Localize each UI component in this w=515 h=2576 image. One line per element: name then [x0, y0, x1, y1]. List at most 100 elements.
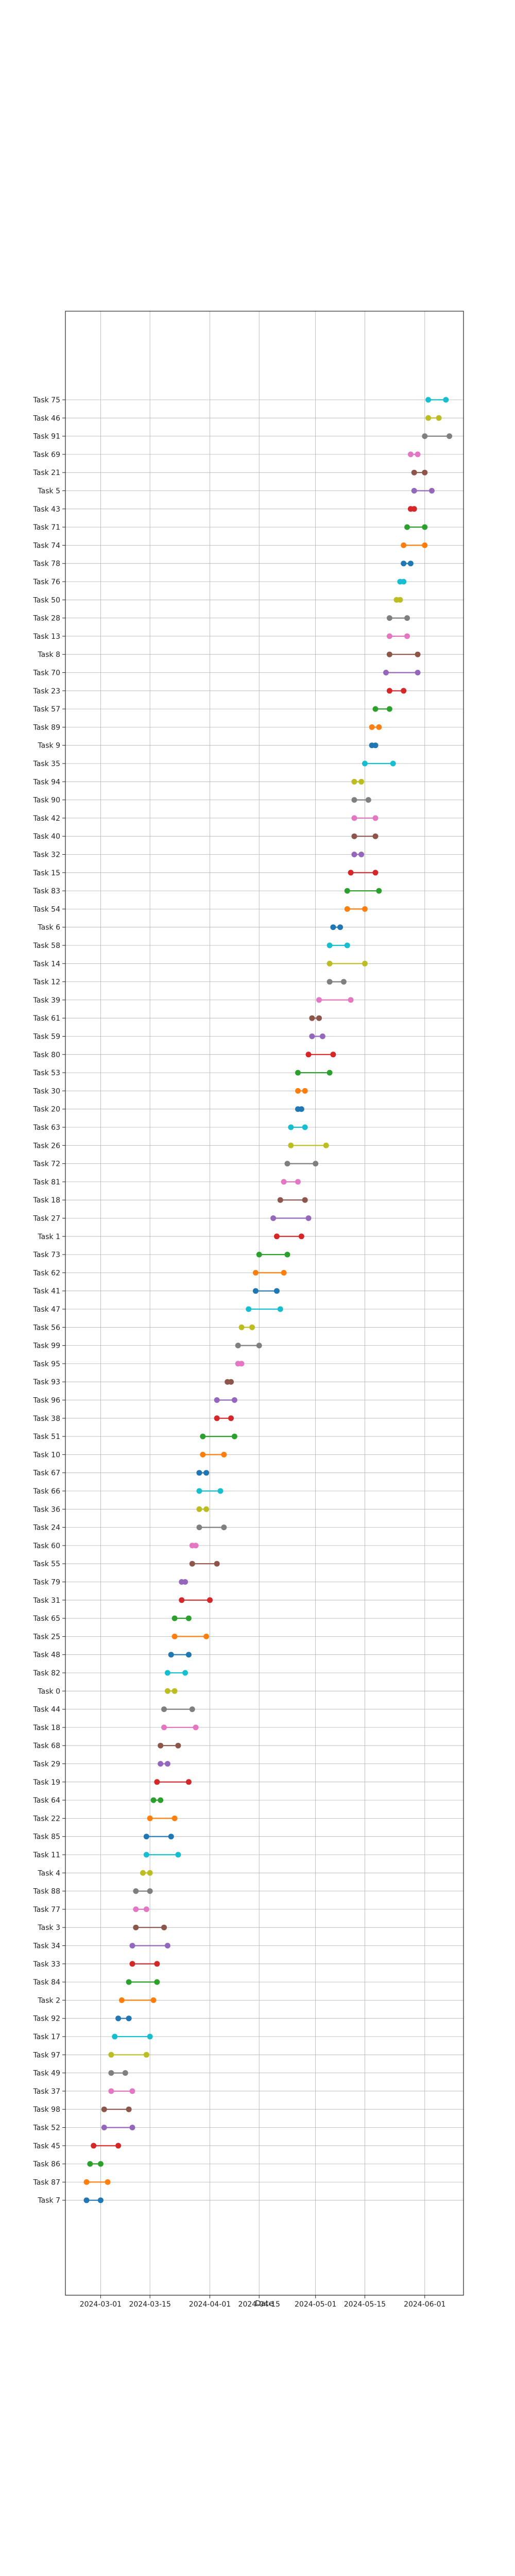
start-point [118, 1997, 125, 2003]
end-point [193, 1543, 199, 1549]
end-point [323, 1142, 329, 1148]
start-point [196, 1470, 202, 1476]
y-tick-label: Task 76 [33, 578, 61, 586]
y-tick-label: Task 97 [33, 2051, 60, 2059]
y-tick-label: Task 39 [33, 996, 60, 1005]
y-tick-label: Task 99 [33, 1342, 60, 1350]
end-point [397, 597, 403, 603]
y-tick-label: Task 15 [33, 869, 60, 877]
start-point [404, 524, 410, 530]
end-point [422, 469, 428, 476]
end-point [256, 1343, 262, 1349]
y-tick-label: Task 10 [33, 1451, 60, 1459]
y-tick-label: Task 88 [33, 1888, 60, 1896]
end-point [407, 561, 414, 567]
y-tick-label: Task 7 [37, 2197, 60, 2205]
y-tick-label: Task 91 [33, 433, 60, 441]
start-point [171, 1615, 178, 1621]
start-point [327, 942, 333, 948]
end-point [404, 615, 410, 621]
end-point [415, 651, 421, 657]
start-point [295, 1070, 301, 1076]
y-tick-label: Task 53 [33, 1069, 60, 1077]
start-point [295, 1088, 301, 1094]
y-tick-label: Task 29 [33, 1760, 60, 1769]
plot-frame [65, 311, 464, 2296]
y-tick-label: Task 44 [33, 1706, 61, 1714]
y-tick-label: Task 72 [33, 1160, 60, 1168]
end-point [164, 1761, 170, 1767]
y-tick-label: Task 12 [33, 978, 60, 987]
y-tick-label: Task 5 [37, 487, 60, 496]
start-point [351, 852, 357, 857]
end-point [231, 1433, 237, 1439]
y-tick-label: Task 74 [33, 541, 61, 550]
y-tick-label: Task 55 [33, 1560, 60, 1568]
y-tick-labels: Task 75 Task 46 Task 91 Task 69 Task 21 Task … [33, 396, 65, 2205]
end-point [372, 742, 379, 749]
start-point [189, 1561, 195, 1567]
end-point [221, 1451, 227, 1458]
y-tick-label: Task 27 [33, 1215, 60, 1223]
end-point [401, 688, 407, 694]
start-point [327, 979, 333, 985]
start-point [270, 1215, 277, 1221]
start-point [252, 1269, 259, 1276]
y-tick-label: Task 52 [33, 2124, 60, 2132]
start-point [161, 1706, 167, 1713]
start-point [344, 888, 350, 894]
y-tick-label: Task 75 [33, 396, 60, 404]
end-point [358, 778, 365, 785]
start-point [126, 1979, 132, 1985]
start-point [309, 1033, 315, 1039]
y-tick-label: Task 0 [37, 1687, 60, 1696]
end-point [298, 1233, 304, 1240]
x-tick-label: 2024-04-15 [238, 2300, 280, 2309]
end-point [372, 833, 379, 839]
start-point [133, 1888, 139, 1894]
start-point [238, 1324, 245, 1330]
start-point [351, 815, 357, 821]
y-tick-label: Task 34 [33, 1942, 61, 1951]
start-point [401, 542, 407, 548]
start-point [196, 1506, 202, 1512]
end-point [365, 797, 371, 803]
y-tick-label: Task 23 [33, 687, 60, 696]
start-point [348, 870, 354, 876]
end-point [129, 2125, 135, 2130]
end-point [143, 1906, 149, 1912]
end-point [147, 2033, 153, 2040]
dumbbell-marks [83, 397, 453, 2204]
end-point [362, 960, 368, 967]
y-tick-label: Task 59 [33, 1033, 60, 1041]
y-tick-label: Task 4 [37, 1869, 60, 1877]
end-point [330, 1052, 336, 1058]
start-point [115, 2015, 122, 2022]
y-tick-label: Task 60 [33, 1542, 60, 1550]
end-point [175, 1852, 181, 1858]
start-point [425, 397, 432, 403]
end-point [281, 1269, 287, 1276]
start-point [351, 797, 357, 803]
y-tick-label: Task 46 [33, 414, 61, 422]
end-point [150, 1997, 157, 2003]
y-tick-label: Task 69 [33, 451, 60, 459]
y-tick-label: Task 89 [33, 723, 60, 732]
y-tick-label: Task 19 [33, 1778, 60, 1787]
y-tick-label: Task 38 [33, 1415, 60, 1423]
end-point [422, 542, 428, 548]
start-point [200, 1433, 206, 1439]
end-point [277, 1306, 283, 1312]
end-point [154, 1979, 160, 1985]
y-tick-label: Task 25 [33, 1633, 60, 1641]
y-tick-label: Task 58 [33, 942, 60, 950]
end-point [164, 1943, 170, 1948]
end-point [376, 724, 382, 730]
start-point [372, 706, 379, 712]
start-point [369, 724, 375, 730]
end-point [295, 1179, 301, 1185]
y-tick-label: Task 63 [33, 1124, 60, 1132]
start-point [164, 1688, 170, 1694]
